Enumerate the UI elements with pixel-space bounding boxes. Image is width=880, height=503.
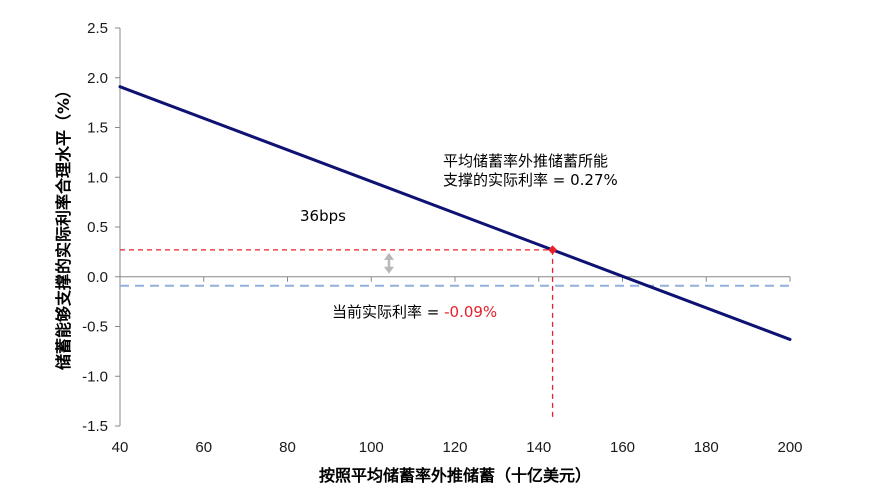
x-axis-title: 按照平均储蓄率外推储蓄（十亿美元）	[319, 466, 591, 485]
spread-annotation: 36bps	[300, 207, 346, 225]
y-tick-label: 1.5	[87, 120, 108, 137]
y-tick-label: 2.5	[87, 20, 108, 37]
x-tick-label: 120	[442, 439, 467, 456]
x-axis-ticks: 40 60 80 100 120 140 160 180 200	[112, 276, 803, 456]
y-tick-label: 0.5	[87, 219, 108, 236]
y-tick-label: 2.0	[87, 70, 108, 87]
spread-double-arrow	[384, 252, 394, 274]
x-tick-label: 80	[279, 439, 296, 456]
y-tick-label: -1.5	[82, 418, 108, 435]
x-tick-label: 140	[526, 439, 551, 456]
y-tick-label: -0.5	[82, 319, 108, 336]
x-tick-label: 180	[694, 439, 719, 456]
current-rate-annotation: 当前实际利率 = -0.09%	[332, 303, 497, 321]
current-rate-annotation-label: 当前实际利率 =	[332, 303, 444, 321]
extrapolated-rate-annotation-line2: 支撑的实际利率 = 0.27%	[443, 171, 618, 189]
x-tick-label: 200	[777, 439, 802, 456]
x-tick-label: 160	[610, 439, 635, 456]
series-line	[118, 85, 792, 341]
current-rate-annotation-value: -0.09%	[444, 303, 497, 321]
extrapolated-rate-annotation-line1: 平均储蓄率外推储蓄所能	[443, 152, 608, 170]
y-axis-title: 储蓄能够支撑的实际利率合理水平（%）	[54, 82, 73, 371]
x-tick-label: 60	[195, 439, 212, 456]
marker-point	[548, 245, 558, 255]
x-tick-label: 100	[359, 439, 384, 456]
y-axis-ticks: -1.5 -1.0 -0.5 0.0 0.5 1.0 1.5 2.0 2.5	[82, 20, 120, 435]
x-tick-label: 40	[112, 439, 129, 456]
y-tick-label: 0.0	[87, 269, 108, 286]
y-tick-label: 1.0	[87, 169, 108, 186]
y-tick-label: -1.0	[82, 368, 108, 385]
